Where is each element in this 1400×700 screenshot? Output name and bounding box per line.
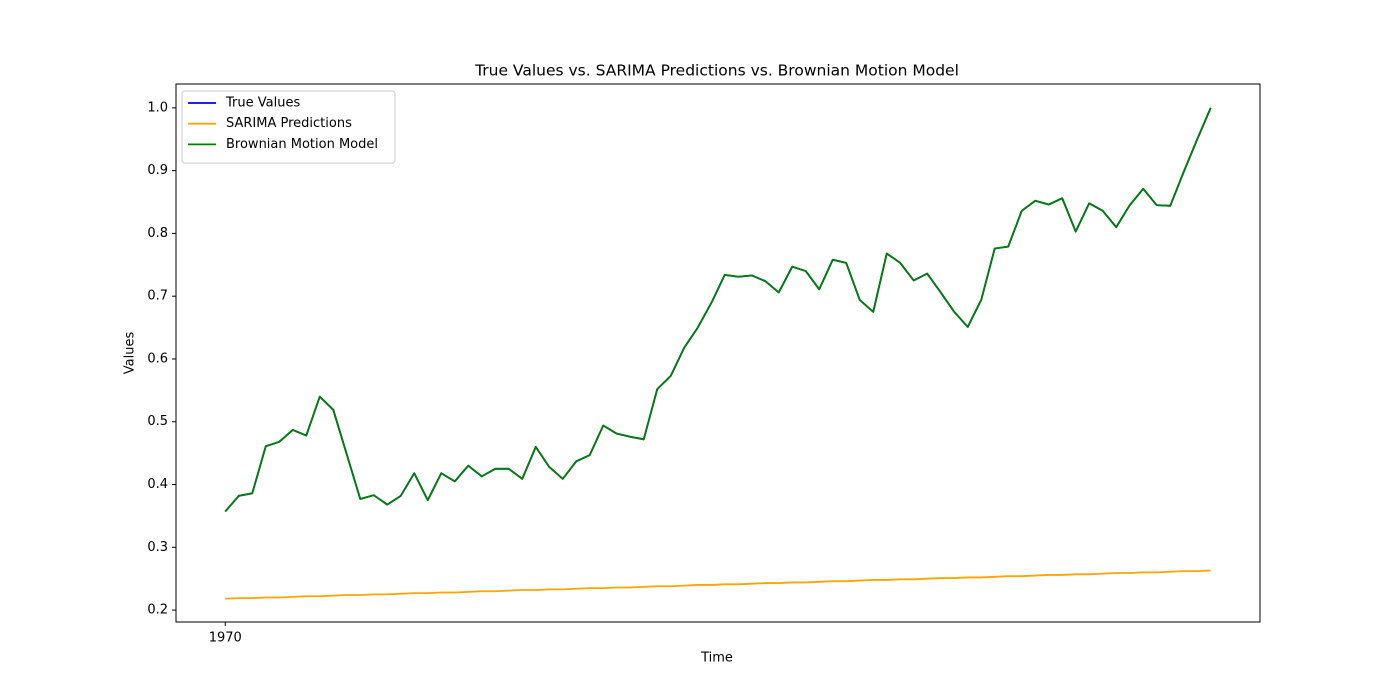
chart-title: True Values vs. SARIMA Predictions vs. B…	[474, 62, 959, 80]
series-line	[224, 107, 1212, 513]
series-line	[225, 569, 1211, 600]
y-tick-label: 0.5	[147, 414, 168, 429]
y-tick-label: 0.7	[147, 289, 168, 304]
y-tick-label: 0.9	[147, 163, 168, 178]
y-tick-label: 0.3	[147, 540, 168, 555]
y-tick-label: 0.4	[147, 477, 168, 492]
y-tick-label: 1.0	[147, 100, 168, 115]
legend-label: True Values	[225, 96, 300, 111]
legend-label: SARIMA Predictions	[226, 116, 352, 131]
y-tick-label: 0.8	[147, 226, 168, 241]
x-axis-label: Time	[700, 651, 733, 666]
plot-frame	[175, 83, 1261, 623]
legend: True Values SARIMA Predictions Brownian Mo…	[181, 90, 396, 164]
x-tick-label: 1970	[209, 631, 242, 646]
y-tick-label: 0.2	[147, 603, 168, 618]
y-axis-label: Values	[123, 332, 138, 375]
legend-box	[181, 90, 396, 164]
y-tick-label: 0.6	[147, 351, 168, 366]
legend-label: Brownian Motion Model	[226, 137, 378, 152]
